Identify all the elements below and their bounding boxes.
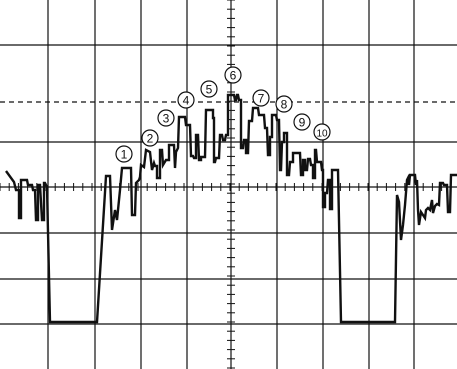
marker-label: 5 [206,83,213,97]
marker-7: 7 [252,89,270,107]
marker-circle [224,66,242,84]
marker-circle [275,95,293,113]
marker-label: 9 [299,116,306,130]
marker-circle [200,80,218,98]
marker-label: 7 [258,92,265,106]
marker-label: 4 [183,94,190,108]
marker-3: 3 [157,109,175,127]
marker-label: 2 [147,132,154,146]
marker-label: 8 [281,98,288,112]
marker-label: 1 [121,148,128,162]
marker-circle [252,89,270,107]
marker-circle [115,145,133,163]
marker-5: 5 [200,80,218,98]
marker-10: 10 [313,123,331,141]
marker-9: 9 [293,113,311,131]
marker-1: 1 [115,145,133,163]
marker-circle [177,91,195,109]
signal-trace [5,93,457,324]
marker-label: 6 [230,69,237,83]
marker-group: 1 234 5 6 7 89 10 [115,66,331,163]
marker-circle [157,109,175,127]
marker-2: 2 [141,129,159,147]
marker-label: 10 [316,129,328,140]
marker-label: 3 [163,112,170,126]
marker-8: 8 [275,95,293,113]
marker-6: 6 [224,66,242,84]
marker-circle [141,129,159,147]
marker-circle [293,113,311,131]
marker-circle [313,123,331,141]
marker-4: 4 [177,91,195,109]
